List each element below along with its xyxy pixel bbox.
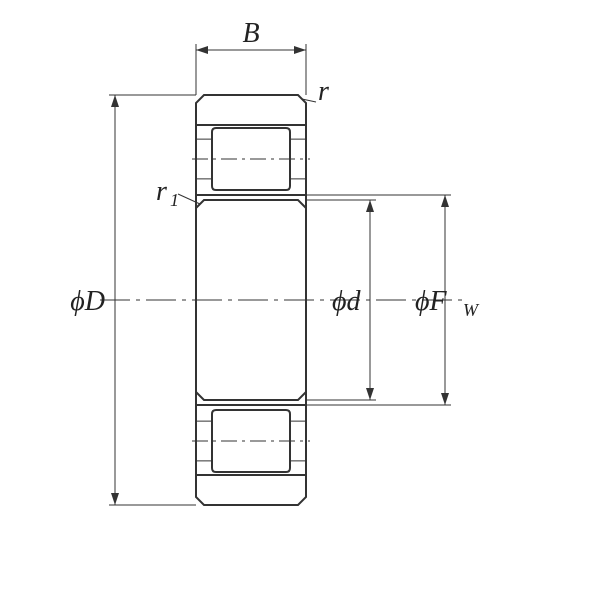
label-r1: r [156, 176, 167, 207]
label-r: r [318, 76, 329, 107]
label-B: B [242, 18, 259, 49]
bearing-cross-section-diagram: BϕDϕdϕFWrr1 [0, 0, 600, 600]
label-phiFw: ϕF [415, 286, 447, 317]
label-phiFw-sub: W [463, 300, 480, 320]
label-r1-sub: 1 [170, 190, 179, 210]
label-phid: ϕd [332, 286, 361, 317]
label-phiD: ϕD [70, 286, 105, 317]
